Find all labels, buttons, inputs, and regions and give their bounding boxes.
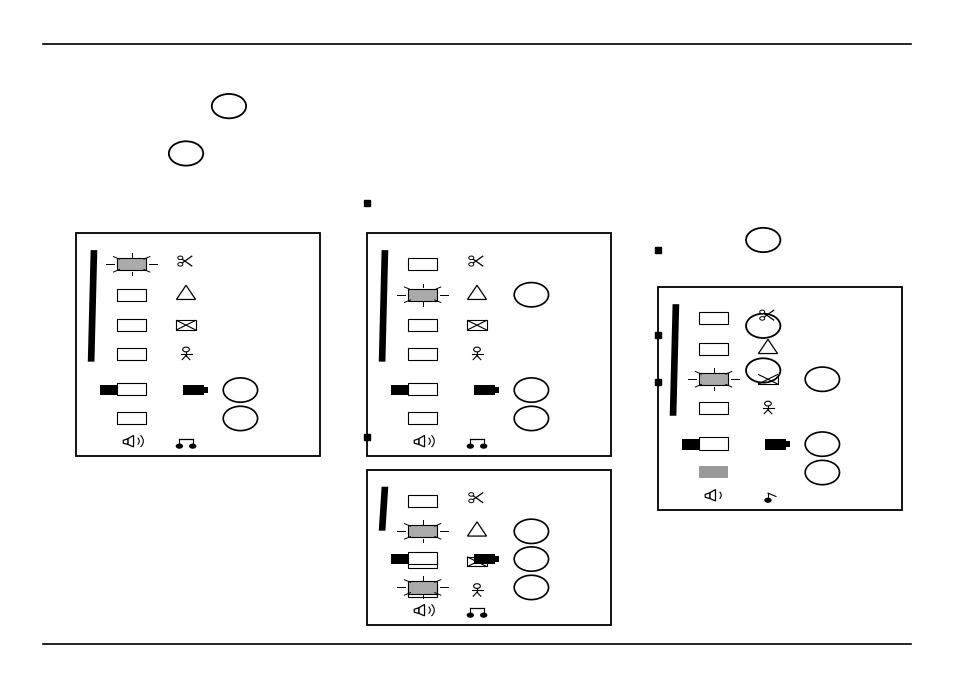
Bar bbox=[408, 556, 436, 568]
Bar bbox=[408, 412, 436, 424]
Polygon shape bbox=[128, 435, 133, 447]
Circle shape bbox=[182, 347, 189, 352]
Bar bbox=[117, 319, 146, 331]
Circle shape bbox=[804, 432, 839, 456]
Circle shape bbox=[763, 402, 770, 406]
Circle shape bbox=[466, 612, 474, 618]
Polygon shape bbox=[414, 608, 418, 613]
Bar bbox=[495, 387, 498, 393]
Circle shape bbox=[514, 378, 548, 402]
Polygon shape bbox=[704, 493, 709, 498]
Circle shape bbox=[468, 262, 474, 266]
Bar bbox=[408, 525, 436, 537]
Bar bbox=[408, 319, 436, 331]
Bar bbox=[408, 383, 436, 395]
Bar bbox=[758, 375, 777, 384]
Circle shape bbox=[745, 358, 780, 383]
Bar bbox=[408, 258, 436, 270]
Bar bbox=[117, 258, 146, 270]
Bar bbox=[408, 495, 436, 507]
Bar bbox=[408, 581, 436, 594]
Circle shape bbox=[473, 347, 479, 352]
Bar bbox=[474, 385, 495, 395]
Bar bbox=[117, 348, 146, 360]
Polygon shape bbox=[669, 304, 679, 416]
Polygon shape bbox=[88, 250, 97, 362]
Polygon shape bbox=[709, 489, 715, 501]
Polygon shape bbox=[123, 439, 128, 444]
Bar bbox=[121, 387, 125, 393]
Circle shape bbox=[745, 314, 780, 338]
Bar bbox=[699, 402, 727, 414]
Bar bbox=[785, 441, 789, 447]
Bar bbox=[699, 437, 727, 450]
Circle shape bbox=[223, 406, 257, 431]
Polygon shape bbox=[378, 487, 388, 531]
Bar bbox=[702, 441, 706, 447]
Circle shape bbox=[175, 443, 183, 449]
Circle shape bbox=[804, 367, 839, 391]
Circle shape bbox=[763, 498, 771, 503]
Circle shape bbox=[759, 310, 764, 314]
Circle shape bbox=[479, 612, 487, 618]
Circle shape bbox=[514, 575, 548, 600]
Bar bbox=[391, 554, 412, 564]
Bar bbox=[76, 233, 319, 456]
Bar bbox=[699, 343, 727, 355]
Bar bbox=[204, 387, 208, 393]
Circle shape bbox=[514, 547, 548, 571]
Bar bbox=[467, 320, 486, 330]
Bar bbox=[412, 387, 416, 393]
Bar bbox=[495, 556, 498, 562]
Polygon shape bbox=[418, 435, 424, 447]
Bar bbox=[408, 348, 436, 360]
Circle shape bbox=[804, 460, 839, 485]
Bar bbox=[699, 373, 727, 385]
Bar bbox=[100, 385, 121, 395]
Circle shape bbox=[514, 519, 548, 544]
Circle shape bbox=[468, 493, 474, 496]
Circle shape bbox=[177, 256, 183, 260]
Bar bbox=[367, 233, 610, 456]
Bar bbox=[408, 585, 436, 597]
Circle shape bbox=[479, 443, 487, 449]
Bar bbox=[117, 412, 146, 424]
Bar bbox=[467, 557, 486, 566]
Bar bbox=[367, 470, 610, 625]
Bar bbox=[699, 466, 727, 478]
Polygon shape bbox=[418, 604, 424, 616]
Bar bbox=[117, 289, 146, 301]
Bar bbox=[408, 552, 436, 564]
Circle shape bbox=[189, 443, 196, 449]
Circle shape bbox=[177, 262, 183, 266]
Bar bbox=[764, 439, 785, 450]
Circle shape bbox=[468, 256, 474, 260]
Circle shape bbox=[473, 583, 479, 588]
Circle shape bbox=[223, 378, 257, 402]
Circle shape bbox=[745, 228, 780, 252]
Circle shape bbox=[466, 443, 474, 449]
Bar bbox=[474, 554, 495, 564]
Bar bbox=[117, 383, 146, 395]
Circle shape bbox=[468, 499, 474, 503]
Bar bbox=[183, 385, 204, 395]
Bar bbox=[681, 439, 702, 450]
Circle shape bbox=[169, 141, 203, 166]
Bar bbox=[176, 320, 195, 330]
Bar bbox=[699, 312, 727, 324]
Polygon shape bbox=[414, 439, 418, 444]
Bar bbox=[408, 289, 436, 301]
Circle shape bbox=[212, 94, 246, 118]
Polygon shape bbox=[378, 250, 388, 362]
Bar bbox=[412, 556, 416, 562]
Bar bbox=[658, 287, 901, 510]
Circle shape bbox=[759, 316, 764, 320]
Circle shape bbox=[514, 283, 548, 307]
Bar bbox=[391, 385, 412, 395]
Circle shape bbox=[514, 406, 548, 431]
